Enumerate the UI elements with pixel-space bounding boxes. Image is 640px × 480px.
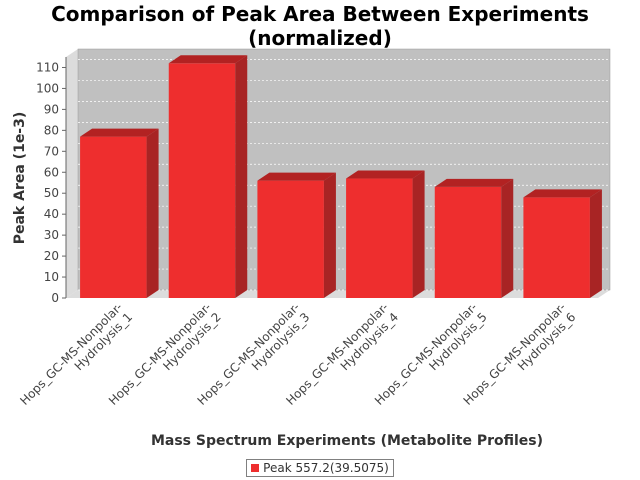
chart-title-line1: Comparison of Peak Area Between Experime… [51,2,589,26]
chart-title-line2: (normalized) [248,26,392,50]
y-tick-label: 50 [44,186,59,200]
plot-side-wall [66,49,78,298]
bar [523,197,590,298]
x-tick-label-line: Hops_GC-MS-Nonpolar- [17,300,125,408]
bar-top [257,172,336,181]
legend-item: Peak 557.2(39.5075) [246,459,394,477]
bar [80,136,147,298]
y-tick-label: 60 [44,165,59,179]
y-tick-label: 10 [44,270,59,284]
y-axis-label: Peak Area (1e-3) [12,112,28,245]
bar-side [501,178,514,298]
bar-side [323,172,336,298]
y-tick-label: 100 [36,81,59,95]
x-axis-label: Mass Spectrum Experiments (Metabolite Pr… [151,433,543,449]
y-tick-label: 40 [44,207,59,221]
bar [168,63,236,298]
y-tick-label: 110 [36,60,59,74]
plot-back-wall [77,48,611,291]
legend-label: Peak 557.2(39.5075) [263,461,389,475]
bar-side [146,128,159,298]
legend: Peak 557.2(39.5075) [0,457,640,477]
bar-side [589,189,602,298]
bar [346,178,413,298]
y-tick-label: 20 [44,249,59,263]
chart-title: Comparison of Peak Area Between Experime… [0,2,640,50]
bar-top [346,170,425,179]
y-tick-label: 70 [44,144,59,158]
y-tick-label: 0 [51,291,59,305]
bar-top [523,189,602,198]
bar [434,186,502,298]
bar-side [412,170,425,298]
plot-area: 0 10 20 30 40 50 60 70 80 90 100 110 Hops_GC-MS-Nonp… [17,48,611,408]
bar-top [168,55,248,64]
y-tick-label: 90 [44,102,59,116]
legend-swatch [251,463,260,472]
bar-side [235,55,248,298]
bar [257,180,324,298]
bar-top [80,128,159,137]
bar-top [434,178,514,187]
y-tick-label: 80 [44,123,59,137]
y-tick-label: 30 [44,228,59,242]
